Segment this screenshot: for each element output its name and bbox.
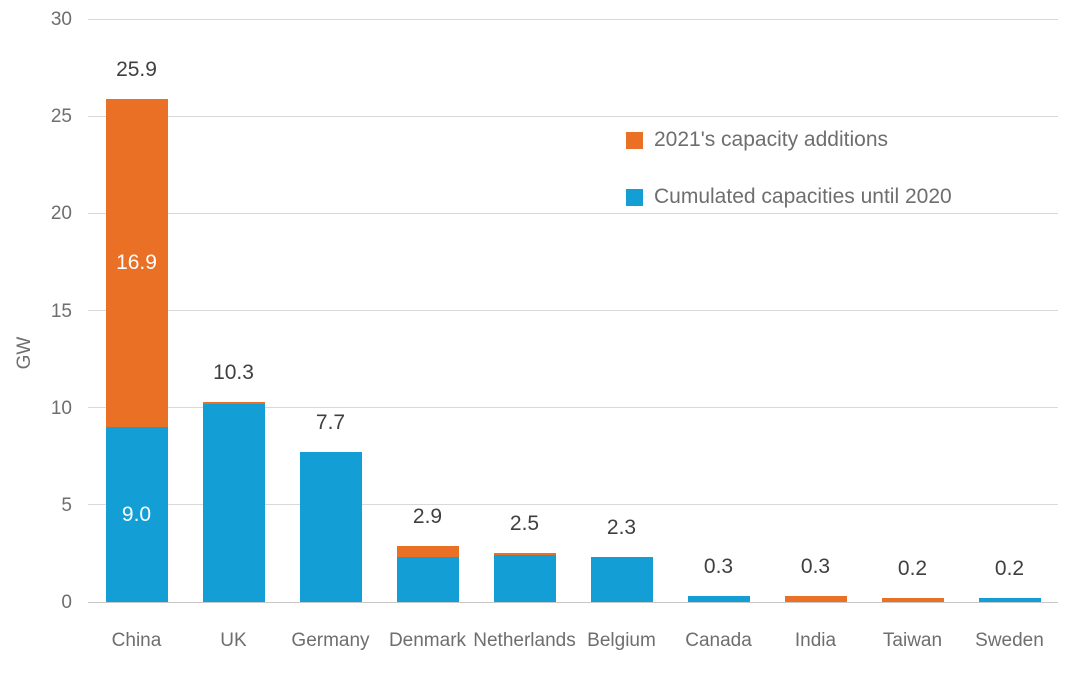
bar-segment-germany-cumulated-capacities-until-2020 <box>299 452 362 602</box>
total-value-label-uk: 10.3 <box>213 360 254 384</box>
bar-segment-india-2021-s-capacity-additions <box>784 596 847 602</box>
bar-segment-denmark-2021-s-capacity-additions <box>396 545 459 558</box>
total-value-label-taiwan: 0.2 <box>897 557 928 581</box>
bar-segment-china-2021-s-capacity-additions <box>105 98 168 428</box>
bar-segment-uk-2021-s-capacity-additions <box>202 401 265 404</box>
gridline-15 <box>88 310 1058 311</box>
bar-segment-uk-cumulated-capacities-until-2020 <box>202 403 265 602</box>
legend-swatch-icon <box>626 131 643 149</box>
x-tick-label-denmark: Denmark <box>388 630 467 651</box>
x-tick-label-germany: Germany <box>291 630 370 651</box>
legend-label: Cumulated capacities until 2020 <box>654 185 952 208</box>
bar-segment-canada-cumulated-capacities-until-2020 <box>687 596 750 602</box>
y-tick-label-15: 15 <box>50 300 72 322</box>
total-value-label-belgium: 2.3 <box>606 516 637 540</box>
total-value-label-denmark: 2.9 <box>412 504 443 528</box>
gridline-0 <box>88 601 1058 603</box>
bar-segment-belgium-cumulated-capacities-until-2020 <box>590 557 653 602</box>
x-tick-label-sweden: Sweden <box>975 630 1044 651</box>
y-tick-label-20: 20 <box>50 203 72 225</box>
legend-item-cumulated-capacities-until-2020: Cumulated capacities until 2020 <box>626 185 952 209</box>
x-tick-label-belgium: Belgium <box>587 630 656 651</box>
x-tick-label-taiwan: Taiwan <box>882 630 943 651</box>
segment-value-label-china-2021-s-capacity-additions: 16.9 <box>116 250 157 274</box>
x-tick-label-india: India <box>794 630 837 651</box>
x-tick-label-china: China <box>111 630 162 651</box>
total-value-label-china: 25.9 <box>116 57 157 81</box>
x-tick-label-canada: Canada <box>685 630 752 651</box>
legend: 2021's capacity additions Cumulated capac… <box>626 128 952 209</box>
y-axis-title: GW <box>14 336 35 370</box>
gridline-20 <box>88 212 1058 214</box>
bar-segment-sweden-cumulated-capacities-until-2020 <box>978 598 1041 602</box>
total-value-label-canada: 0.3 <box>703 555 734 579</box>
y-tick-label-5: 5 <box>61 494 72 516</box>
y-tick-label-25: 25 <box>50 106 72 128</box>
y-tick-label-10: 10 <box>50 397 72 419</box>
bar-segment-denmark-cumulated-capacities-until-2020 <box>396 557 459 602</box>
total-value-label-india: 0.3 <box>800 555 831 579</box>
segment-value-label-china-cumulated-capacities-until-2020: 9.0 <box>121 502 152 526</box>
total-value-label-sweden: 0.2 <box>994 557 1025 581</box>
legend-label: 2021's capacity additions <box>654 128 888 151</box>
gridline-25 <box>88 115 1058 117</box>
total-value-label-germany: 7.7 <box>315 411 346 435</box>
legend-item-2021-s-capacity-additions: 2021's capacity additions <box>626 128 952 152</box>
x-tick-label-netherlands: Netherlands <box>473 630 576 651</box>
gridline-30 <box>88 18 1058 20</box>
y-tick-label-30: 30 <box>50 9 72 30</box>
gridline-10 <box>88 407 1058 409</box>
total-value-label-netherlands: 2.5 <box>509 512 540 536</box>
bar-segment-netherlands-cumulated-capacities-until-2020 <box>493 555 556 602</box>
bar-segment-netherlands-2021-s-capacity-additions <box>493 553 556 556</box>
x-tick-label-uk: UK <box>220 630 247 651</box>
gridline-5 <box>88 504 1058 506</box>
legend-swatch-icon <box>626 188 643 206</box>
bar-segment-taiwan-2021-s-capacity-additions <box>881 598 944 602</box>
y-tick-label-0: 0 <box>61 592 72 613</box>
bar-segment-china-cumulated-capacities-until-2020 <box>105 427 168 602</box>
